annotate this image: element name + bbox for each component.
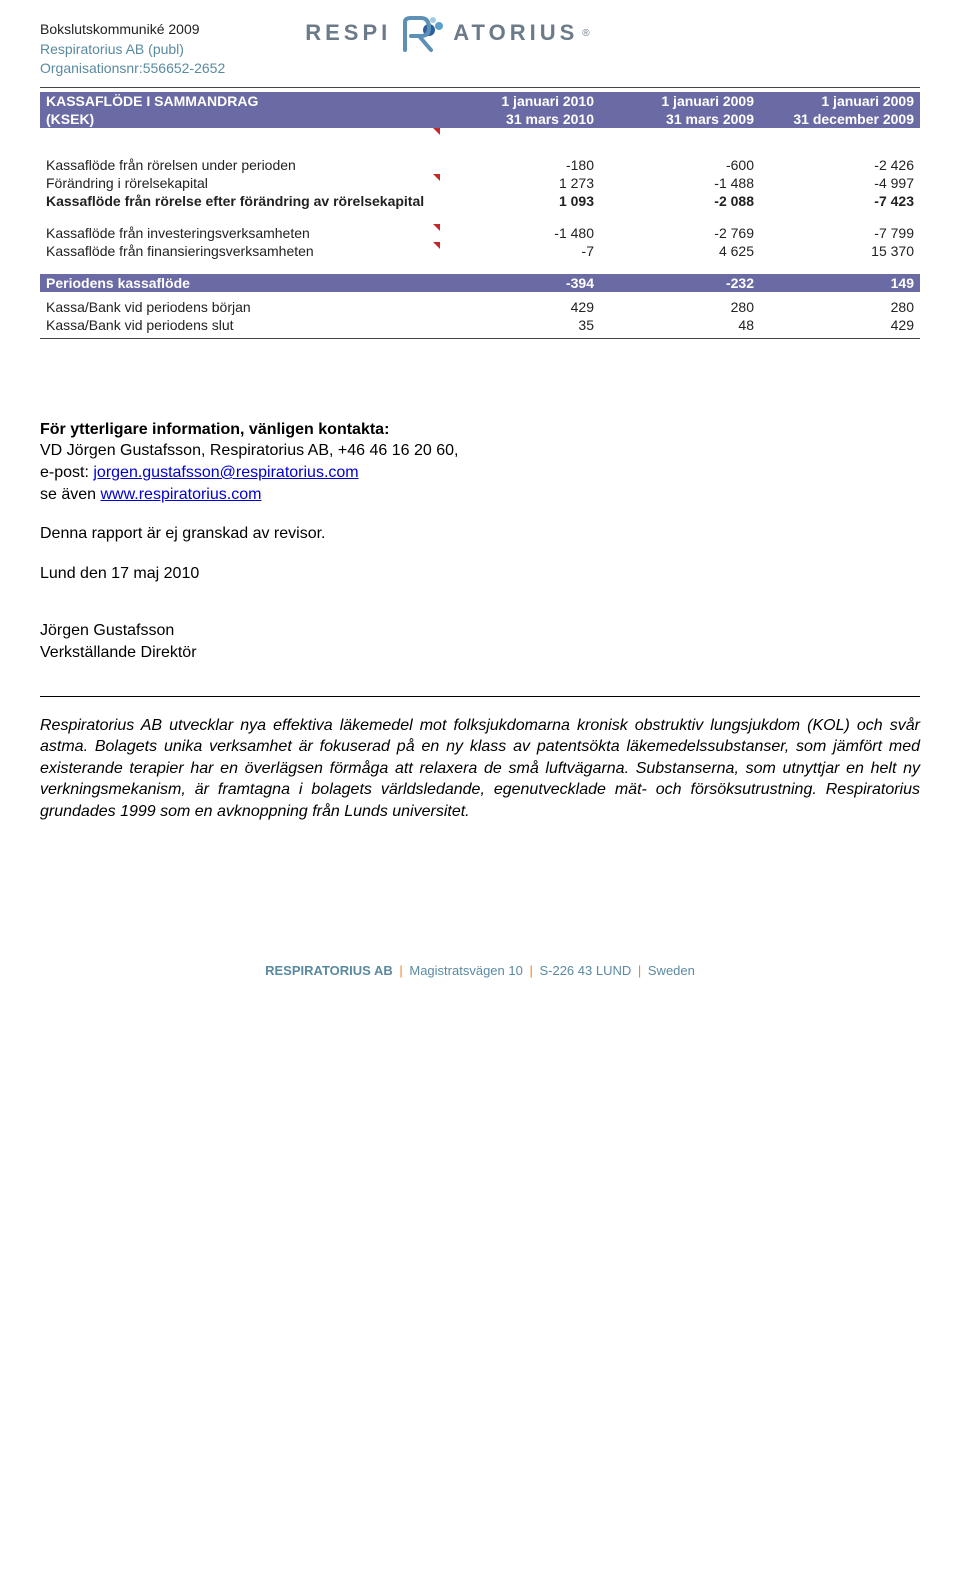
table-header-label: KASSAFLÖDE I SAMMANDRAG <box>40 92 440 110</box>
table-row: Kassaflöde från investeringsverksamheten… <box>40 224 920 242</box>
table-row: Kassa/Bank vid periodens slut 35 48 429 <box>40 316 920 334</box>
header-line-3: Organisationsnr:556652-2652 <box>40 59 225 79</box>
separator-icon: | <box>638 963 641 978</box>
col-subheader: 31 december 2009 <box>760 110 920 128</box>
row-value: 35 <box>440 316 600 334</box>
contact-title: För ytterligare information, vänligen ko… <box>40 419 920 441</box>
note-marker-icon <box>433 174 440 181</box>
separator-icon: | <box>399 963 402 978</box>
row-value: -4 997 <box>760 174 920 192</box>
row-value: 48 <box>600 316 760 334</box>
table-row: Kassaflöde från rörelsen under perioden … <box>40 156 920 174</box>
row-value: 280 <box>760 298 920 316</box>
footer-addr2: S-226 43 LUND <box>539 963 631 978</box>
row-label: Kassaflöde från rörelse efter förändring… <box>40 192 440 210</box>
logo-text-post: ATORIUS <box>453 20 578 46</box>
header-rule-top <box>40 87 920 88</box>
row-value: -1 480 <box>440 224 600 242</box>
spacer <box>40 260 920 274</box>
row-label: Förändring i rörelsekapital <box>40 174 440 192</box>
table-subheader-row: (KSEK) 31 mars 2010 31 mars 2009 31 dece… <box>40 110 920 128</box>
row-label-text: Kassaflöde från investeringsverksamheten <box>46 225 310 241</box>
total-value: -232 <box>600 274 760 292</box>
row-value: 429 <box>760 316 920 334</box>
row-label: Kassa/Bank vid periodens slut <box>40 316 440 334</box>
row-label: Kassaflöde från rörelsen under perioden <box>40 156 440 174</box>
col-header: 1 januari 2009 <box>600 92 760 110</box>
contact-email-line: e-post: jorgen.gustafsson@respiratorius.… <box>40 462 920 484</box>
page-footer: RESPIRATORIUS AB | Magistratsvägen 10 | … <box>40 963 920 978</box>
section-divider <box>40 696 920 697</box>
row-value: -2 426 <box>760 156 920 174</box>
spacer <box>40 210 920 224</box>
date-line: Lund den 17 maj 2010 <box>40 563 920 585</box>
contact-website-line: se även www.respiratorius.com <box>40 484 920 506</box>
logo-text-pre: RESPI <box>305 20 391 46</box>
col-header: 1 januari 2009 <box>760 92 920 110</box>
row-value: -180 <box>440 156 600 174</box>
header-meta: Bokslutskommuniké 2009 Respiratorius AB … <box>40 20 225 79</box>
total-label: Periodens kassaflöde <box>40 274 440 292</box>
table-subheader-label: (KSEK) <box>40 110 440 128</box>
contact-also: se även <box>40 486 100 503</box>
note-marker-icon <box>433 224 440 231</box>
row-label: Kassaflöde från finansieringsverksamhete… <box>40 242 440 260</box>
row-value: -600 <box>600 156 760 174</box>
row-value: -2 088 <box>600 192 760 210</box>
row-label: Kassa/Bank vid periodens början <box>40 298 440 316</box>
document-header: Bokslutskommuniké 2009 Respiratorius AB … <box>40 20 920 79</box>
contact-name: VD Jörgen Gustafsson, Respiratorius AB, … <box>40 440 920 462</box>
contact-email-link[interactable]: jorgen.gustafsson@respiratorius.com <box>93 464 358 481</box>
row-value: -2 769 <box>600 224 760 242</box>
row-value: -1 488 <box>600 174 760 192</box>
total-value: -394 <box>440 274 600 292</box>
table-row: Kassa/Bank vid periodens början 429 280 … <box>40 298 920 316</box>
footer-addr3: Sweden <box>648 963 695 978</box>
row-label-text: Kassaflöde från finansieringsverksamhete… <box>46 243 314 259</box>
table-header-row: KASSAFLÖDE I SAMMANDRAG 1 januari 2010 1… <box>40 92 920 110</box>
row-label: Kassaflöde från investeringsverksamheten <box>40 224 440 242</box>
about-paragraph: Respiratorius AB utvecklar nya effektiva… <box>40 715 920 823</box>
row-value: 1 273 <box>440 174 600 192</box>
header-line-2: Respiratorius AB (publ) <box>40 40 225 60</box>
row-value: 15 370 <box>760 242 920 260</box>
row-value: 1 093 <box>440 192 600 210</box>
footer-company: RESPIRATORIUS AB <box>265 963 393 978</box>
header-rule-bottom <box>40 338 920 339</box>
row-value: -7 799 <box>760 224 920 242</box>
total-value: 149 <box>760 274 920 292</box>
signature-title: Verkställande Direktör <box>40 642 920 664</box>
body-content: För ytterligare information, vänligen ko… <box>40 419 920 823</box>
logo-icon <box>397 12 447 54</box>
spacer <box>40 142 920 156</box>
col-header: 1 januari 2010 <box>440 92 600 110</box>
audit-note: Denna rapport är ej granskad av revisor. <box>40 523 920 545</box>
col-subheader: 31 mars 2010 <box>440 110 600 128</box>
col-subheader: 31 mars 2009 <box>600 110 760 128</box>
trademark-icon: ® <box>582 28 589 39</box>
signature-name: Jörgen Gustafsson <box>40 620 920 642</box>
separator-icon: | <box>529 963 532 978</box>
company-logo: RESPI ATORIUS ® <box>305 12 589 54</box>
table-row: Förändring i rörelsekapital 1 273 -1 488… <box>40 174 920 192</box>
page: Bokslutskommuniké 2009 Respiratorius AB … <box>0 0 960 1018</box>
contact-email-label: e-post: <box>40 464 93 481</box>
footer-addr1: Magistratsvägen 10 <box>409 963 522 978</box>
row-value: 4 625 <box>600 242 760 260</box>
row-label-text: Förändring i rörelsekapital <box>46 175 208 191</box>
row-value: -7 423 <box>760 192 920 210</box>
contact-website-link[interactable]: www.respiratorius.com <box>100 486 261 503</box>
table-row: Kassaflöde från rörelse efter förändring… <box>40 192 920 210</box>
row-value: 280 <box>600 298 760 316</box>
row-value: 429 <box>440 298 600 316</box>
note-marker-icon <box>433 242 440 249</box>
spacer <box>40 128 920 142</box>
note-marker-icon <box>433 128 440 135</box>
cashflow-table: KASSAFLÖDE I SAMMANDRAG 1 januari 2010 1… <box>40 92 920 334</box>
header-line-1: Bokslutskommuniké 2009 <box>40 20 225 40</box>
table-total-row: Periodens kassaflöde -394 -232 149 <box>40 274 920 292</box>
table-row: Kassaflöde från finansieringsverksamhete… <box>40 242 920 260</box>
row-value: -7 <box>440 242 600 260</box>
